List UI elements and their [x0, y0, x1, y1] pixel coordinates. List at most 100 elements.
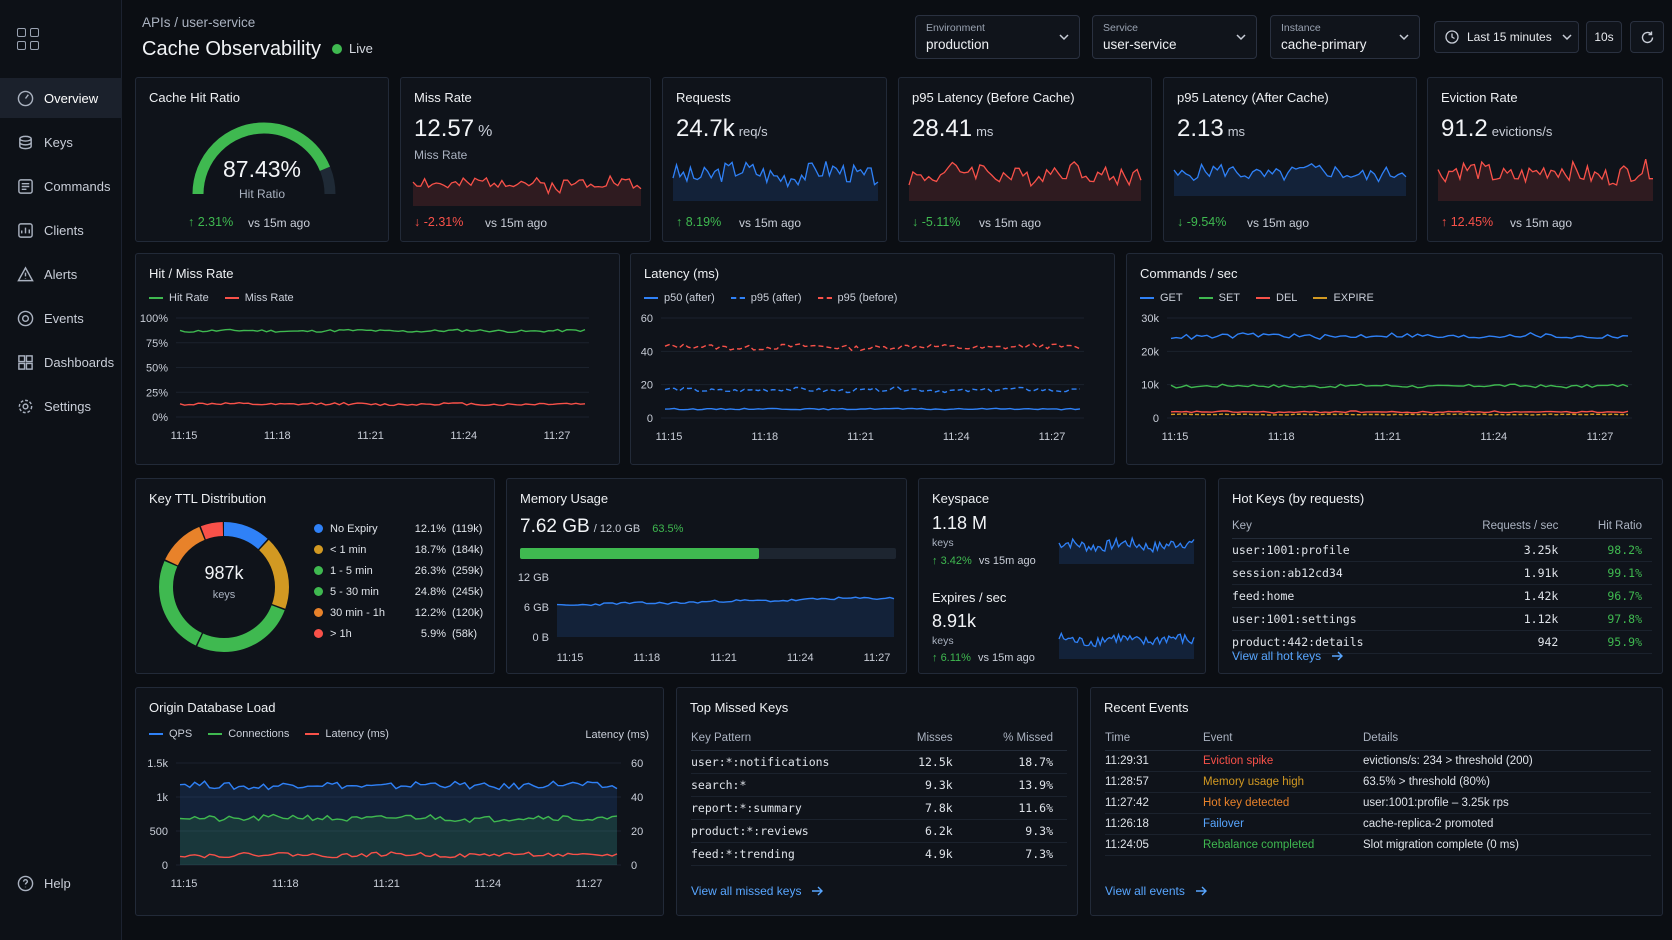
refresh-button[interactable] [1630, 21, 1664, 53]
right-axis-label: Latency (ms) [585, 729, 649, 741]
sidebar-item-clients[interactable]: Clients [0, 210, 122, 250]
sidebar-item-alerts[interactable]: Alerts [0, 254, 122, 294]
instance-label: Instance [1281, 22, 1321, 34]
column-header: Key Pattern [691, 732, 892, 751]
instance-select[interactable]: Instance cache-primary [1270, 15, 1420, 59]
ttl-label: No Expiry [330, 522, 378, 535]
overview-icon [17, 90, 34, 106]
help-link[interactable]: Help [17, 875, 71, 892]
column-header: Key [1232, 520, 1436, 539]
ttl-pct: 12.1% [414, 522, 446, 535]
event-details-cell: cache-replica-2 promoted [1363, 813, 1651, 835]
table-row[interactable]: 11:24:05 Rebalance completed Slot migrat… [1105, 834, 1651, 856]
gear-icon [18, 399, 33, 413]
app-grid-icon[interactable] [17, 28, 39, 50]
panel-title: Top Missed Keys [690, 700, 789, 715]
misses-cell: 4.9k [891, 842, 975, 866]
ttl-label: < 1 min [330, 543, 367, 556]
expires-title: Expires / sec [932, 590, 1007, 605]
environment-select[interactable]: Environment production [915, 15, 1080, 59]
requests-cell: 1.12k [1435, 607, 1569, 631]
table-row[interactable]: feed:home 1.42k 96.7% [1232, 584, 1652, 608]
donut-slice[interactable] [159, 522, 289, 652]
table-row[interactable]: 11:28:57 Memory usage high 63.5% > thres… [1105, 771, 1651, 793]
miss-rate-panel: Miss Rate 12.57% Miss Rate ↓ -2.31% vs 1… [400, 77, 651, 242]
table-row[interactable]: 11:29:31 Eviction spike evictions/s: 234… [1105, 750, 1651, 772]
missed-keys-table: Key Pattern Misses % Missed user:*:notif… [691, 732, 1067, 866]
ttl-pct: 18.7% [414, 543, 446, 556]
table-row[interactable]: session:ab12cd34 1.91k 99.1% [1232, 561, 1652, 585]
legend-item: SET [1198, 292, 1240, 304]
requests-cell: 3.25k [1435, 538, 1569, 562]
donut-slice[interactable] [159, 522, 289, 652]
sidebar-item-commands[interactable]: Commands [0, 166, 122, 206]
service-value: user-service [1103, 37, 1177, 52]
pct-missed-cell: 9.3% [974, 819, 1067, 843]
x-tick-label: 11:24 [1480, 431, 1507, 443]
view-all-events-link[interactable]: View all events [1105, 884, 1207, 898]
miss-rate-label: Miss Rate [414, 148, 468, 162]
x-tick-label: 11:18 [1268, 431, 1295, 443]
ttl-legend-item: 30 min - 1h 12.2% (120k) [314, 602, 484, 623]
donut-slice[interactable] [159, 522, 289, 652]
series-line [179, 401, 586, 407]
environment-label: Environment [926, 22, 985, 34]
table-row[interactable]: 11:26:18 Failover cache-replica-2 promot… [1105, 813, 1651, 835]
y-tick-label: 50% [146, 363, 168, 375]
time-range-button[interactable]: Last 15 minutes [1434, 21, 1579, 53]
table-row[interactable]: feed:*:trending 4.9k 7.3% [691, 842, 1067, 866]
panel-title: p95 Latency (After Cache) [1177, 90, 1329, 105]
sidebar-item-keys[interactable]: Keys [0, 122, 122, 162]
table-row[interactable]: search:* 9.3k 13.9% [691, 773, 1067, 797]
p95-before-value: 28.41 ms [912, 115, 994, 142]
column-header: Event [1203, 732, 1363, 751]
p95-before-sparkline [908, 161, 1142, 201]
misses-cell: 12.5k [891, 750, 975, 774]
pct-missed-cell: 18.7% [974, 750, 1067, 774]
events-table: Time Event Details 11:29:31 Eviction spi… [1105, 732, 1651, 856]
event-name-cell: Hot key detected [1203, 792, 1363, 814]
service-select[interactable]: Service user-service [1092, 15, 1257, 59]
table-row[interactable]: user:1001:settings 1.12k 97.8% [1232, 607, 1652, 631]
service-label: Service [1103, 22, 1139, 34]
ttl-legend-item: < 1 min 18.7% (184k) [314, 539, 484, 560]
legend-item: Hit Rate [149, 292, 209, 304]
miss-rate-value: 12.57% [414, 115, 493, 142]
table-row[interactable]: report:*:summary 7.8k 11.6% [691, 796, 1067, 820]
sidebar-item-settings[interactable]: Settings [0, 386, 122, 426]
table-row[interactable]: 11:27:42 Hot key detected user:1001:prof… [1105, 792, 1651, 814]
breadcrumb[interactable]: APIs / user-service [142, 15, 256, 30]
expires-unit: keys [932, 635, 954, 647]
view-all-hot-keys-link[interactable]: View all hot keys [1232, 649, 1344, 663]
series-area [673, 161, 878, 201]
x-tick-label: 11:18 [751, 431, 778, 443]
legend-item: p95 (after) [730, 292, 802, 304]
eviction-rate-panel: Eviction Rate 91.2 evictions/s ↑ 12.45% v… [1427, 77, 1663, 242]
key-icon [19, 135, 32, 149]
hit-ratio-gauge [192, 122, 336, 195]
panel-title: Key TTL Distribution [149, 491, 267, 506]
y-tick-label: 60 [641, 313, 653, 325]
series-area [180, 814, 617, 865]
ttl-distribution-panel: Key TTL Distribution 987k keys No Expiry… [135, 478, 495, 674]
sidebar-item-dashboards[interactable]: Dashboards [0, 342, 122, 382]
x-tick-label: 11:24 [943, 431, 970, 443]
series-line [179, 851, 618, 859]
donut-slice[interactable] [159, 522, 289, 652]
view-all-missed-keys-link[interactable]: View all missed keys [691, 884, 824, 898]
sidebar-item-overview[interactable]: Overview [0, 78, 122, 118]
refresh-interval-button[interactable]: 10s [1586, 21, 1622, 53]
y-tick-label: 0 B [532, 632, 549, 644]
series-line [1170, 383, 1629, 389]
ttl-label: 1 - 5 min [330, 564, 373, 577]
table-row[interactable]: product:442:details 942 95.9% [1232, 630, 1652, 654]
legend-dot-icon [314, 587, 323, 596]
table-row[interactable]: product:*:reviews 6.2k 9.3% [691, 819, 1067, 843]
panel-title: Requests [676, 90, 731, 105]
event-details-cell: 63.5% > threshold (80%) [1363, 771, 1651, 793]
requests-sparkline [672, 161, 879, 201]
table-row[interactable]: user:*:notifications 12.5k 18.7% [691, 750, 1067, 774]
table-row[interactable]: user:1001:profile 3.25k 98.2% [1232, 538, 1652, 562]
sidebar-item-events[interactable]: Events [0, 298, 122, 338]
